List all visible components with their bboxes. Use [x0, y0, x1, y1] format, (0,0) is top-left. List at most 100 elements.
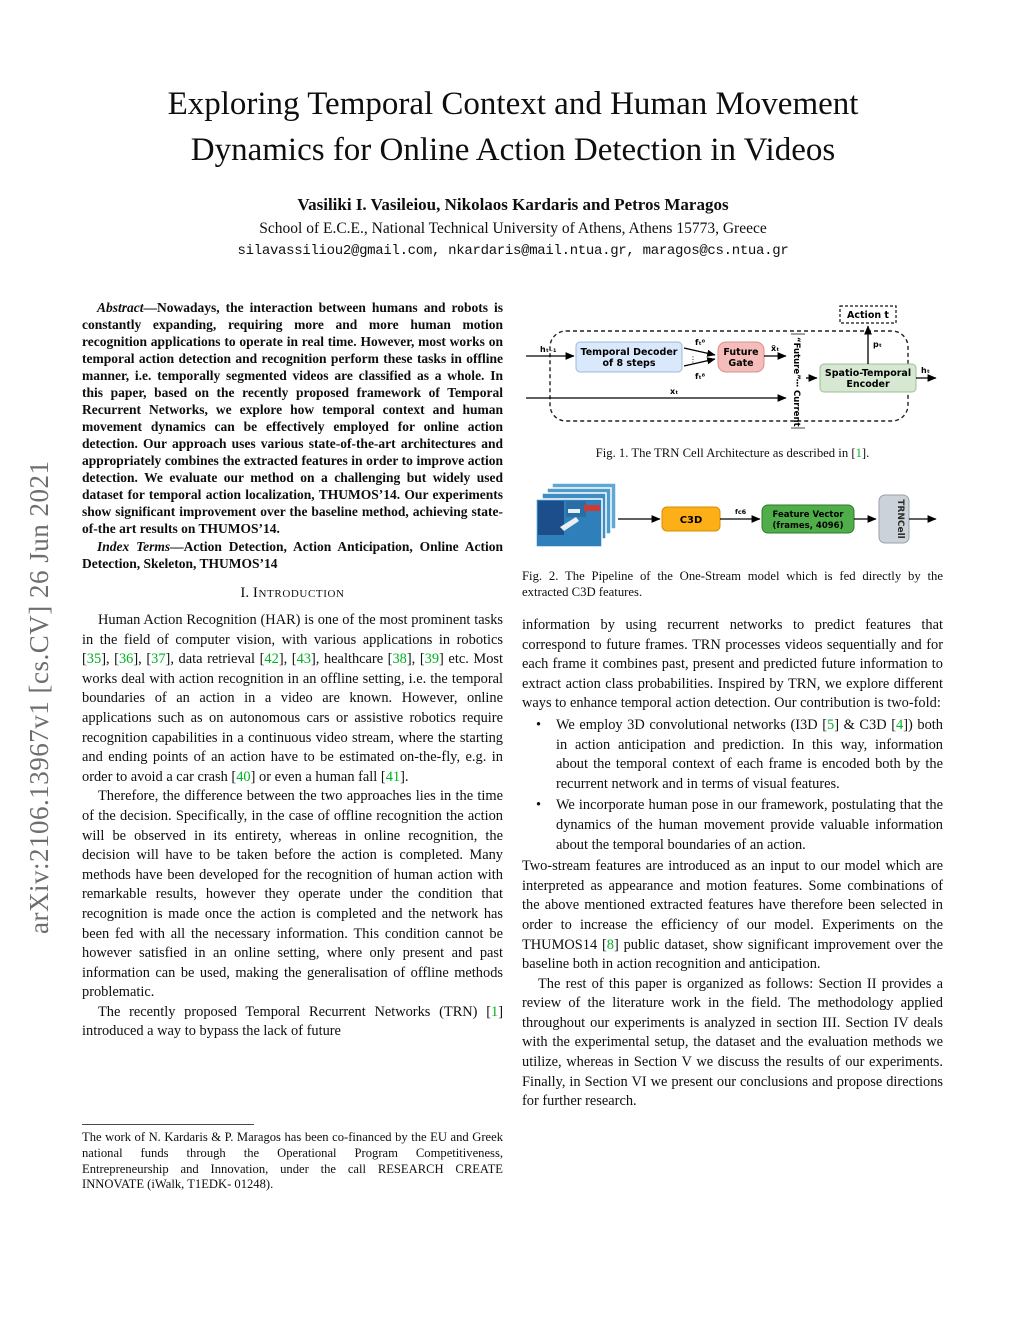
temporal-decoder-box: [575, 341, 683, 373]
contribution-bullet-1: • We employ 3D convolutional networks (I…: [536, 716, 943, 794]
encoder-label-2: Encoder: [846, 379, 890, 390]
right-column: Action t hₜ₋₁ Temporal Decoder of 8 step…: [522, 296, 943, 1112]
text-segment: ] introduced a way to bypass the lack of…: [82, 1003, 503, 1040]
section-title: Introduction: [252, 585, 345, 601]
fc6-label: fc6: [735, 508, 747, 516]
f-last-symbol: fₜ⁸: [695, 372, 706, 381]
current-axis-label: Current: [791, 390, 801, 427]
figure-1-caption: Fig. 1. The TRN Cell Architecture as des…: [522, 445, 943, 461]
abstract-paragraph: Abstract—Nowadays, the interaction betwe…: [82, 299, 503, 537]
citation-link[interactable]: 40: [236, 768, 251, 785]
temporal-decoder-label-2: of 8 steps: [603, 358, 656, 369]
bullet-marker: •: [536, 716, 542, 733]
trn-cell-diagram: Action t hₜ₋₁ Temporal Decoder of 8 step…: [526, 305, 937, 429]
footnote-block: The work of N. Kardaris & P. Maragos has…: [82, 1124, 503, 1193]
text-segment: ] or even a human fall [: [250, 768, 386, 785]
index-terms-paragraph: Index Terms—Action Detection, Action Ant…: [82, 538, 503, 572]
intro-paragraph-1: Human Action Recognition (HAR) is one of…: [82, 611, 503, 787]
text-segment: Index Terms: [97, 539, 171, 554]
authors-line: Vasiliki I. Vasileiou, Nikolaos Kardaris…: [297, 195, 729, 215]
h-t-symbol: hₜ: [921, 366, 930, 375]
citation-link[interactable]: 43: [296, 651, 311, 668]
citation-link[interactable]: 39: [424, 651, 440, 668]
one-stream-pipeline-diagram: C3D fc6 Feature Vector (frames, 4096) TR…: [535, 482, 937, 548]
citation-link[interactable]: 1: [491, 1003, 499, 1020]
feature-vector-label-1: Feature Vector: [772, 510, 844, 520]
citation-link[interactable]: 4: [896, 716, 904, 733]
text-segment: ], [: [278, 651, 297, 668]
citation-link[interactable]: 5: [827, 716, 835, 733]
f-dots-symbol: ⋮: [689, 355, 697, 364]
contribution-bullet-2: • We incorporate human pose in our frame…: [536, 796, 943, 855]
temporal-decoder-label-1: Temporal Decoder: [581, 347, 678, 358]
video-frames-thumbnail: [535, 482, 617, 548]
citation-link[interactable]: 41: [385, 768, 401, 785]
feature-vector-label-2: (frames, 4096): [773, 521, 844, 531]
title-line-1: Exploring Temporal Context and Human Mov…: [167, 86, 859, 122]
citation-link[interactable]: 35: [86, 651, 102, 668]
action-output-box: [839, 305, 897, 324]
right-paragraph-3: The rest of this paper is organized as f…: [522, 975, 943, 1110]
text-segment: ]) both in action anticipation and predi…: [556, 716, 943, 792]
future-axis-label: “Future”: [791, 337, 801, 380]
text-segment: Human Action Recognition (HAR) is one of…: [82, 612, 503, 668]
bullet-2-text: We incorporate human pose in our framewo…: [556, 797, 943, 853]
section-number: I.: [240, 585, 250, 601]
text-segment: ] public dataset, show significant impro…: [522, 936, 943, 973]
text-segment: Fig. 1. The TRN Cell Architecture as des…: [595, 446, 856, 460]
paper-header: Exploring Temporal Context and Human Mov…: [82, 82, 944, 259]
axis-dots: ⋮: [793, 379, 802, 389]
text-segment: —Action Detection, Action Anticipation, …: [82, 539, 503, 571]
text-segment: We employ 3D convolutional networks (I3D…: [556, 716, 828, 733]
left-column: Abstract—Nowadays, the interaction betwe…: [82, 299, 503, 1042]
section-heading-introduction: I. Introduction: [82, 585, 503, 602]
bullet-marker: •: [536, 797, 542, 814]
p-t-symbol: pₜ: [873, 340, 882, 349]
arxiv-watermark: arXiv:2106.13967v1 [cs.CV] 26 Jun 2021: [24, 460, 54, 934]
right-paragraph-1: information by using recurrent networks …: [522, 617, 943, 712]
future-gate-label-2: Gate: [728, 358, 753, 369]
text-segment: Two-stream features are introduced as an…: [522, 858, 943, 953]
text-segment: ], [: [101, 651, 119, 668]
h-prev-symbol: hₜ₋₁: [540, 345, 557, 354]
text-segment: Abstract: [97, 300, 144, 315]
footnote-rule: [82, 1124, 254, 1125]
text-segment: ], [: [133, 651, 152, 668]
future-gate-box: [717, 341, 765, 373]
right-paragraph-2: Two-stream features are introduced as an…: [522, 857, 943, 975]
citation-link[interactable]: 1: [855, 446, 862, 460]
c3d-label: C3D: [680, 515, 703, 526]
text-segment: —Nowadays, the interaction between human…: [82, 300, 503, 536]
future-gate-label-1: Future: [723, 347, 758, 358]
right-column-text: information by using recurrent networks …: [522, 616, 943, 1112]
title-line-2: Dynamics for Online Action Detection in …: [190, 131, 836, 168]
citation-link[interactable]: 38: [392, 651, 407, 668]
bullet-1-text: We employ 3D convolutional networks (I3D…: [556, 716, 943, 794]
text-segment: ], data retrieval [: [165, 651, 265, 668]
citation-link[interactable]: 37: [151, 651, 166, 668]
intro-paragraph-3: The recently proposed Temporal Recurrent…: [82, 1003, 503, 1042]
text-segment: ].: [400, 768, 409, 785]
text-segment: ] etc. Most works deal with action recog…: [82, 651, 503, 785]
text-segment: ], healthcare [: [310, 651, 393, 668]
encoder-label-1: Spatio-Temporal: [825, 368, 911, 379]
trncell-label: TRNCell: [895, 499, 905, 538]
x-t-symbol: xₜ: [670, 387, 678, 396]
figure-1: Action t hₜ₋₁ Temporal Decoder of 8 step…: [522, 302, 943, 461]
citation-link[interactable]: 8: [606, 936, 614, 953]
citation-link[interactable]: 36: [118, 651, 134, 668]
citation-link[interactable]: 42: [264, 651, 279, 668]
affiliation-line: School of E.C.E., National Technical Uni…: [259, 220, 767, 238]
text-segment: The recently proposed Temporal Recurrent…: [98, 1003, 491, 1020]
intro-paragraph-2: Therefore, the difference between the tw…: [82, 788, 503, 1001]
emails-line[interactable]: silavassiliou2@gmail.com, nkardaris@mail…: [237, 243, 789, 260]
footnote-text: The work of N. Kardaris & P. Maragos has…: [82, 1130, 503, 1192]
f-first-symbol: fₜ⁰: [695, 338, 706, 347]
x-tilde-symbol: x̃ₜ: [771, 343, 779, 353]
text-segment: ] & C3D [: [834, 716, 897, 733]
text-segment: ], [: [406, 651, 425, 668]
decoder-output-arrow-top: [683, 347, 716, 357]
paper-title: Exploring Temporal Context and Human Mov…: [82, 82, 944, 173]
action-output-label: Action t: [847, 310, 889, 321]
